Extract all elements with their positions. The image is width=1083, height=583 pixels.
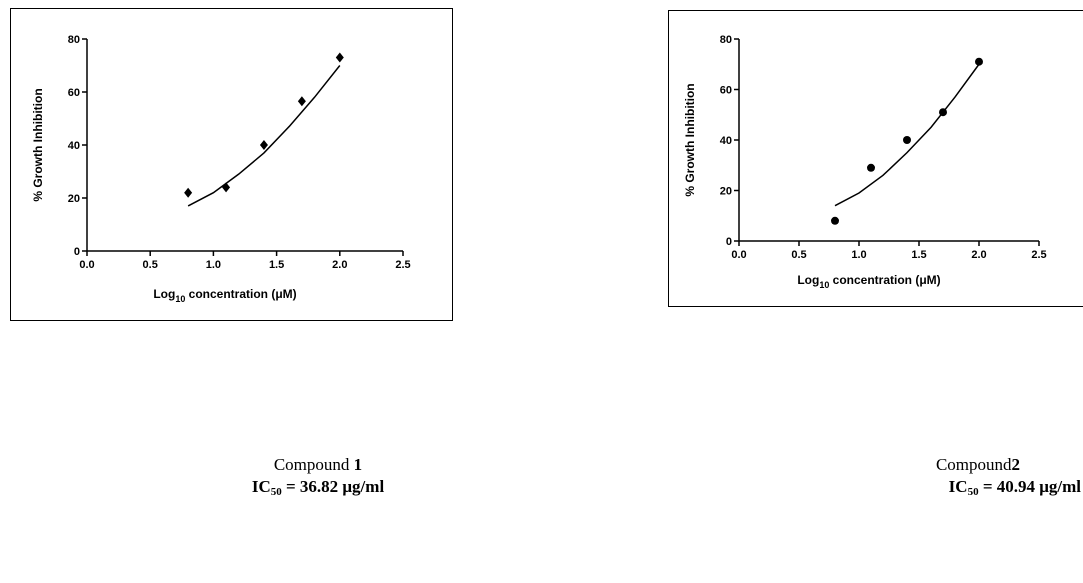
point [903,136,911,144]
y-tick-label: 0 [74,246,80,258]
caption-number: 1 [354,455,363,474]
x-tick-label: 1.0 [851,249,866,261]
x-tick-label: 2.5 [395,259,410,271]
chart-frame [10,8,453,321]
x-label-rest: concentration (μM) [829,273,940,287]
point [867,163,875,172]
caption-label: Compound [274,455,354,474]
ic-label: IC [252,477,271,496]
caption-ic: IC50 = 36.82 μg/ml [252,477,385,498]
x-label-text: Log [153,287,175,301]
x-tick-label: 0.5 [791,249,806,261]
x-label-rest: concentration (μM) [185,287,296,301]
point [975,57,983,66]
y-axis-label: % Growth Inhibition [31,88,45,201]
y-tick-label: 20 [720,186,732,198]
ic-label: IC [949,477,968,496]
y-tick-label: 40 [720,135,732,147]
y-tick-label: 80 [68,34,80,46]
point [335,52,344,63]
x-tick-label: 1.0 [206,259,221,271]
point [222,182,231,193]
y-tick-label: 20 [68,193,80,205]
point [939,108,947,117]
x-tick-label: 0.5 [143,259,158,271]
x-tick-label: 2.0 [332,259,347,271]
x-axis-label: Log10 concentration (μM) [797,273,940,290]
caption-name: Compound2 [936,455,1020,474]
point [831,216,839,225]
ic-sub: 50 [271,486,283,498]
y-tick-label: 40 [68,140,80,152]
caption-number: 2 [1012,455,1021,474]
y-tick-label: 60 [68,87,80,99]
caption-ic: IC50 = 40.94 μg/ml [949,477,1082,498]
caption-label: Compound [936,455,1012,474]
x-tick-label: 0.0 [731,249,746,261]
y-tick-label: 60 [720,85,732,97]
x-tick-label: 0.0 [79,259,94,271]
x-tick-label: 2.5 [1031,249,1046,261]
x-tick-label: 2.0 [971,249,986,261]
ic-value: = 36.82 μg/ml [282,477,385,496]
x-tick-label: 1.5 [911,249,926,261]
y-axis-label: % Growth Inhibition [683,83,697,196]
point [297,96,306,107]
x-label-sub: 10 [819,280,829,290]
caption-name: Compound 1 [274,455,362,474]
fit-curve [187,65,341,207]
ic-sub: 50 [968,486,980,498]
ic-value: = 40.94 μg/ml [979,477,1082,496]
fit-curve [834,63,980,207]
y-tick-label: 80 [720,34,732,46]
x-axis-label: Log10 concentration (μM) [153,287,296,304]
y-tick-label: 0 [726,236,732,248]
chart-frame [668,10,1083,307]
x-label-sub: 10 [175,294,185,304]
point [259,140,268,150]
x-tick-label: 1.5 [269,259,284,271]
x-label-text: Log [797,273,819,287]
point [184,187,193,198]
